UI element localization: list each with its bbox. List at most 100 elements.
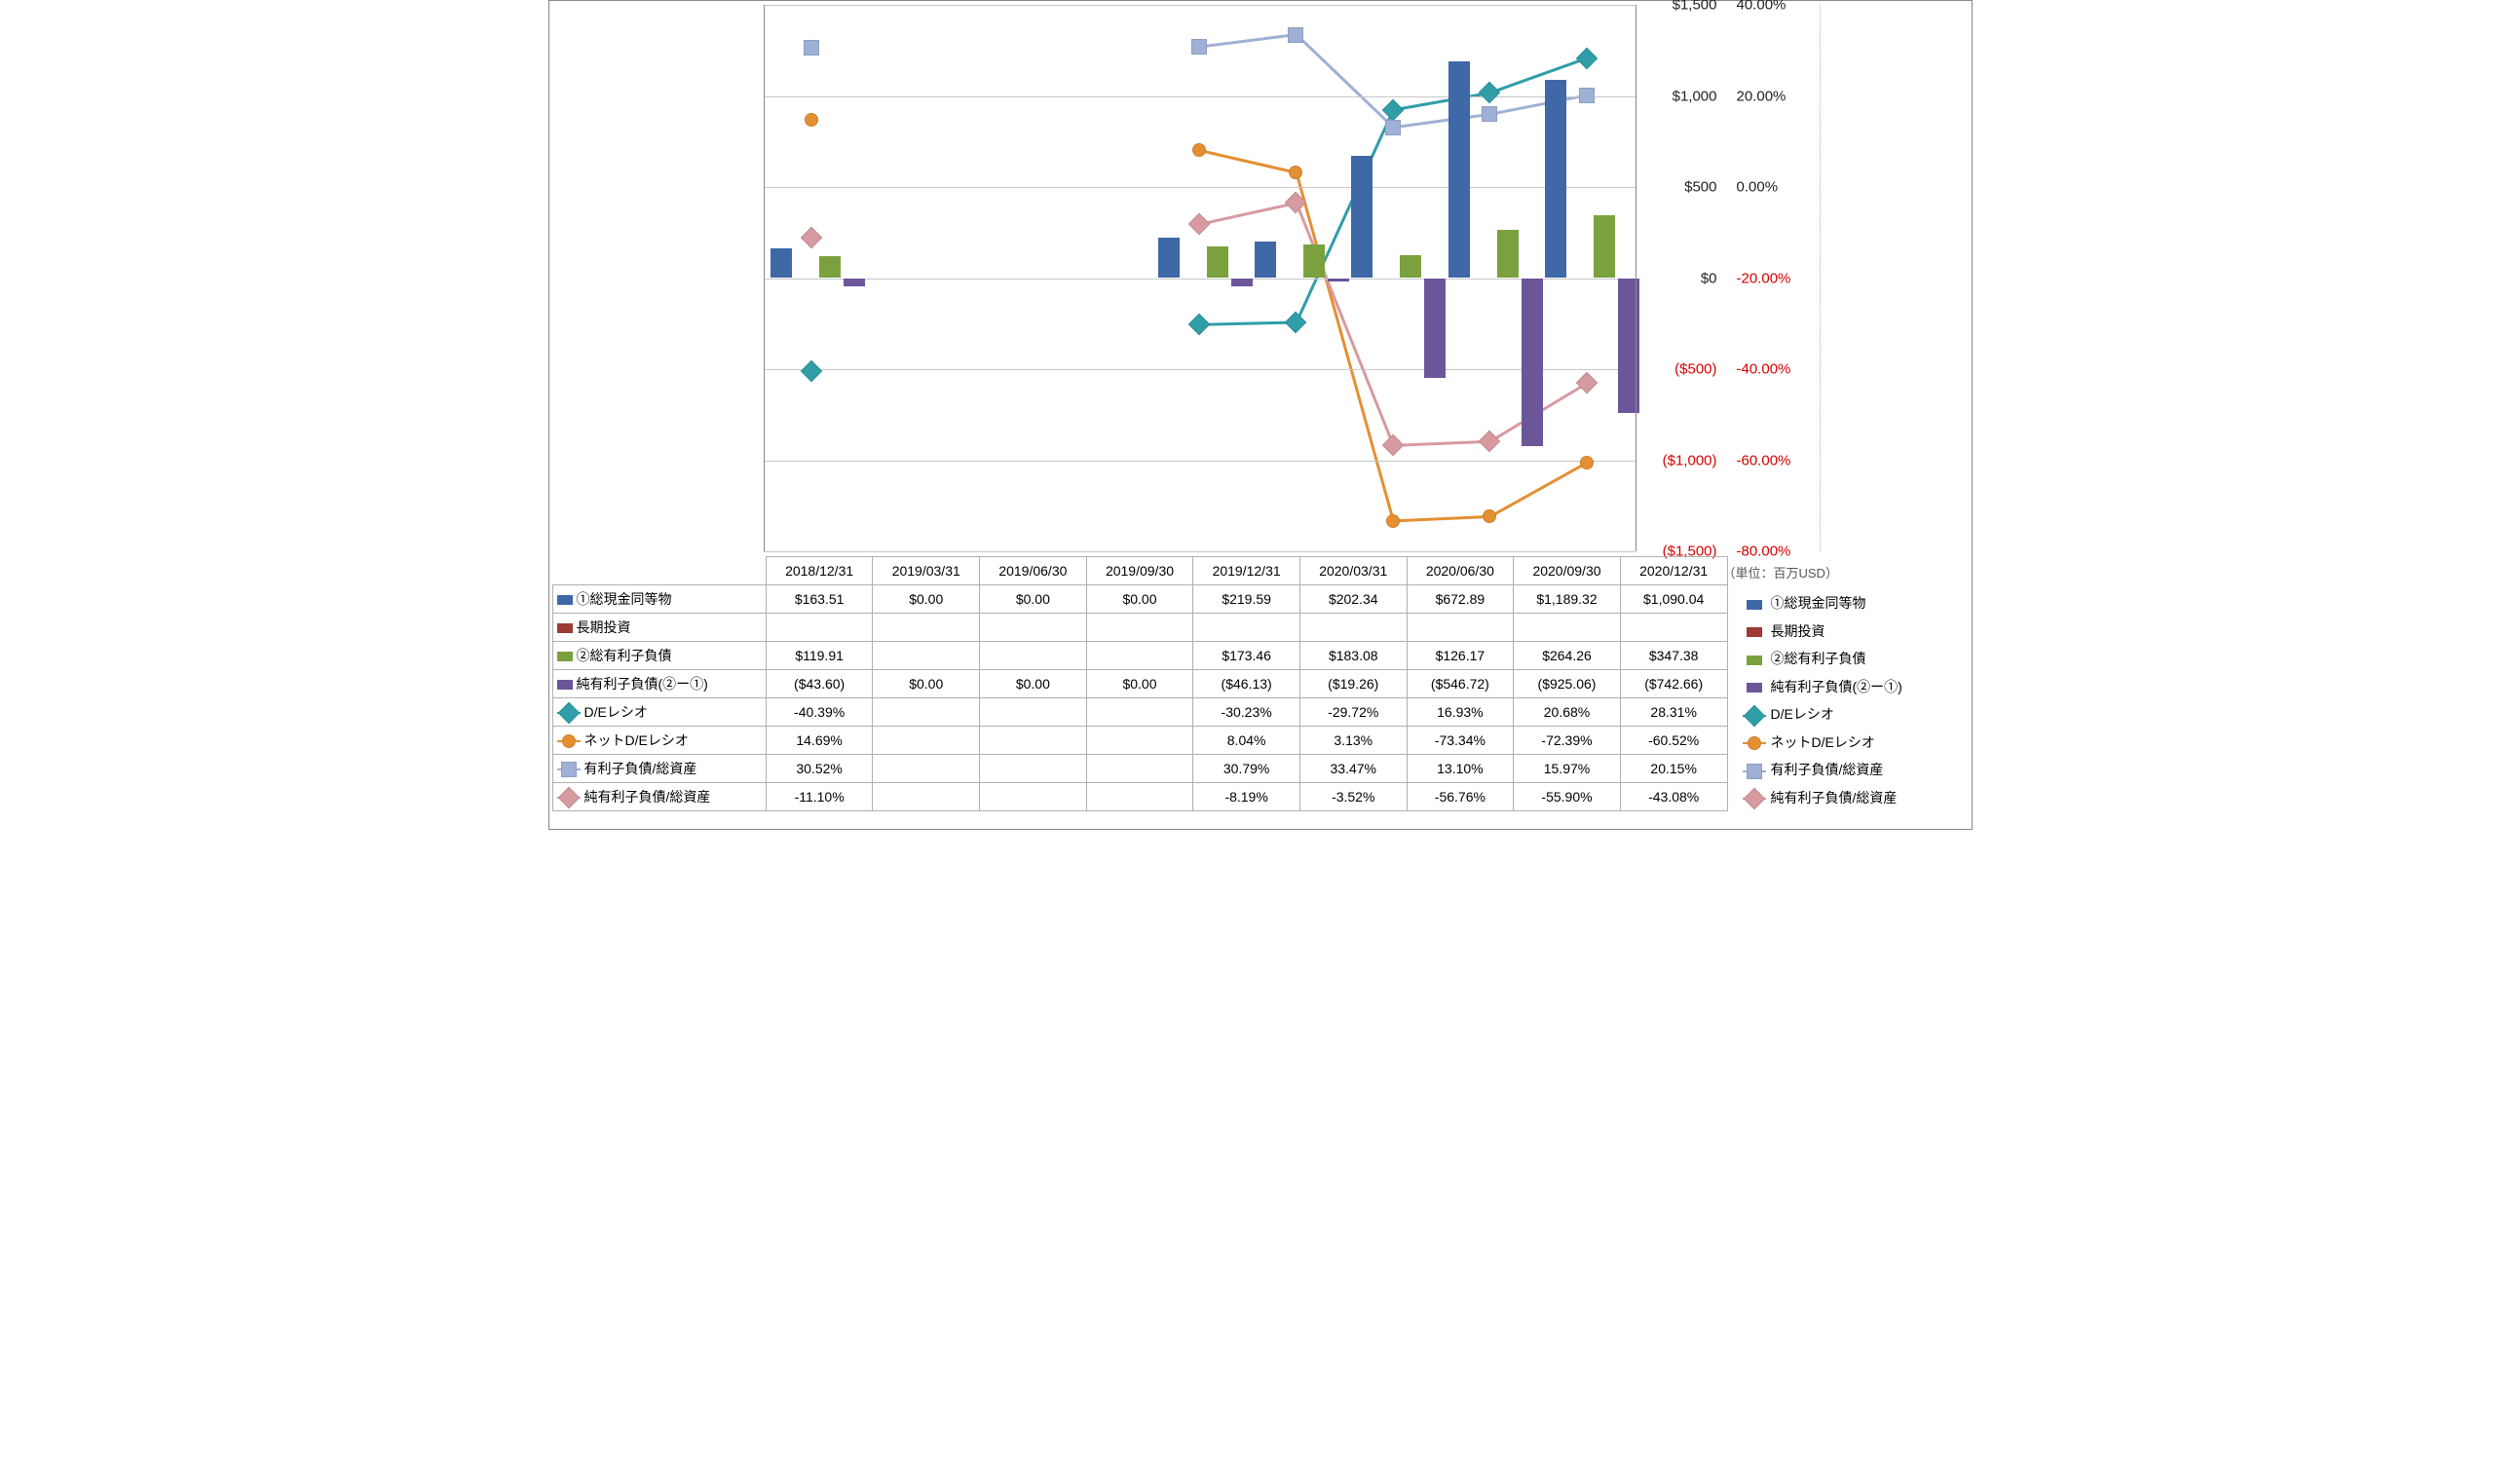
table-row-label: 純有利子負債/総資産 [552, 783, 766, 811]
legend-row: 純有利子負債(②ー①) [1742, 673, 1968, 701]
table-cell: -55.90% [1514, 783, 1621, 811]
legend-swatch [557, 595, 573, 605]
bar-cash [771, 248, 792, 279]
table-cell: $0.00 [873, 585, 980, 614]
table-cell: -30.23% [1193, 698, 1300, 727]
table-row-label: 純有利子負債(②ー①) [552, 670, 766, 698]
table-cell: -8.19% [1193, 783, 1300, 811]
y2-tick: -20.00% [1737, 270, 1791, 286]
table-row: D/Eレシオ-40.39%-30.23%-29.72%16.93%20.68%2… [552, 698, 1727, 727]
marker-netdebt_ta [1575, 372, 1598, 394]
table-cell [980, 698, 1087, 727]
table-cell: -29.72% [1299, 698, 1407, 727]
legend-swatch [1747, 656, 1762, 665]
legend-swatch [1747, 683, 1762, 693]
legend-swatch [557, 680, 573, 690]
table-cell: $264.26 [1514, 642, 1621, 670]
y1-tick: $1,000 [1634, 88, 1717, 104]
table-cell: -56.76% [1407, 783, 1514, 811]
table-cell: 30.79% [1193, 755, 1300, 783]
legend-swatch [557, 768, 581, 770]
legend-row: ネットD/Eレシオ [1742, 729, 1968, 757]
y1-tick: ($1,000) [1634, 452, 1717, 468]
marker-netdebt_ta [1285, 192, 1307, 214]
date-header: 2020/03/31 [1299, 557, 1407, 585]
bar-debt [1400, 255, 1421, 279]
table-row-label: ②総有利子負債 [552, 642, 766, 670]
bar-cash [1448, 61, 1470, 278]
table-row-label: D/Eレシオ [552, 698, 766, 727]
date-header: 2020/06/30 [1407, 557, 1514, 585]
row-label: 純有利子負債/総資産 [584, 789, 711, 805]
table-cell: $1,090.04 [1620, 585, 1727, 614]
legend-label: ①総現金同等物 [1771, 593, 1968, 613]
marker-debt_ta [1482, 106, 1497, 122]
legend-swatch [1743, 798, 1766, 800]
table-cell [873, 755, 980, 783]
bar-netdebt [1618, 279, 1639, 414]
table-row-label: ①総現金同等物 [552, 585, 766, 614]
table-row-label: ネットD/Eレシオ [552, 727, 766, 755]
legend-swatch [1743, 742, 1766, 744]
table-row: 純有利子負債(②ー①)($43.60)$0.00$0.00$0.00($46.1… [552, 670, 1727, 698]
legend: ①総現金同等物長期投資②総有利子負債純有利子負債(②ー①)D/EレシオネットD/… [1742, 589, 1968, 811]
table-cell: $347.38 [1620, 642, 1727, 670]
table-cell [1086, 783, 1193, 811]
bar-debt [1207, 246, 1228, 278]
legend-swatch [557, 712, 581, 714]
table-cell: 28.31% [1620, 698, 1727, 727]
table-cell [980, 783, 1087, 811]
marker-debt_ta [1288, 27, 1303, 43]
table-cell: 15.97% [1514, 755, 1621, 783]
table-cell: ($19.26) [1299, 670, 1407, 698]
table-cell [1086, 642, 1193, 670]
table-cell: 3.13% [1299, 727, 1407, 755]
bar-cash [1545, 80, 1566, 279]
table-cell: ($546.72) [1407, 670, 1514, 698]
row-label: D/Eレシオ [584, 704, 648, 720]
legend-row: ②総有利子負債 [1742, 645, 1968, 673]
marker-debt_ta [1579, 88, 1595, 103]
table-cell: $1,189.32 [1514, 585, 1621, 614]
unit-note: （単位：百万USD） [1723, 563, 1838, 581]
table-cell: -60.52% [1620, 727, 1727, 755]
table-cell [1086, 727, 1193, 755]
table-cell: 8.04% [1193, 727, 1300, 755]
table-cell [1620, 614, 1727, 642]
table-cell: $0.00 [873, 670, 980, 698]
marker-de [1285, 312, 1307, 334]
row-label: 純有利子負債(②ー①) [577, 676, 708, 692]
date-header: 2019/06/30 [980, 557, 1087, 585]
row-label: ①総現金同等物 [577, 591, 672, 607]
marker-netdebt_ta [1382, 434, 1405, 457]
date-header: 2020/12/31 [1620, 557, 1727, 585]
date-header: 2020/09/30 [1514, 557, 1621, 585]
bar-netdebt [1328, 279, 1349, 282]
table-cell [873, 727, 980, 755]
legend-swatch [557, 652, 573, 661]
table-cell [980, 614, 1087, 642]
legend-label: 有利子負債/総資産 [1771, 760, 1968, 779]
legend-row: 有利子負債/総資産 [1742, 756, 1968, 784]
legend-swatch [557, 623, 573, 633]
table-cell: 20.15% [1620, 755, 1727, 783]
table-row: 純有利子負債/総資産-11.10%-8.19%-3.52%-56.76%-55.… [552, 783, 1727, 811]
y2-tick: 0.00% [1737, 179, 1779, 196]
table-cell [1086, 614, 1193, 642]
marker-netde [1192, 143, 1206, 157]
legend-swatch [557, 740, 581, 742]
table-row: 長期投資 [552, 614, 1727, 642]
table-cell: ($46.13) [1193, 670, 1300, 698]
table-row: 有利子負債/総資産30.52%30.79%33.47%13.10%15.97%2… [552, 755, 1727, 783]
table-cell: $0.00 [980, 585, 1087, 614]
table-cell: 14.69% [766, 727, 873, 755]
y1-tick: ($500) [1634, 361, 1717, 378]
y2-tick: -80.00% [1737, 543, 1791, 560]
legend-swatch [1747, 600, 1762, 610]
y2-tick: -40.00% [1737, 361, 1791, 378]
legend-label: D/Eレシオ [1771, 704, 1968, 724]
date-header: 2019/09/30 [1086, 557, 1193, 585]
legend-row: ①総現金同等物 [1742, 589, 1968, 618]
legend-label: 純有利子負債/総資産 [1771, 788, 1968, 807]
table-cell: ($925.06) [1514, 670, 1621, 698]
